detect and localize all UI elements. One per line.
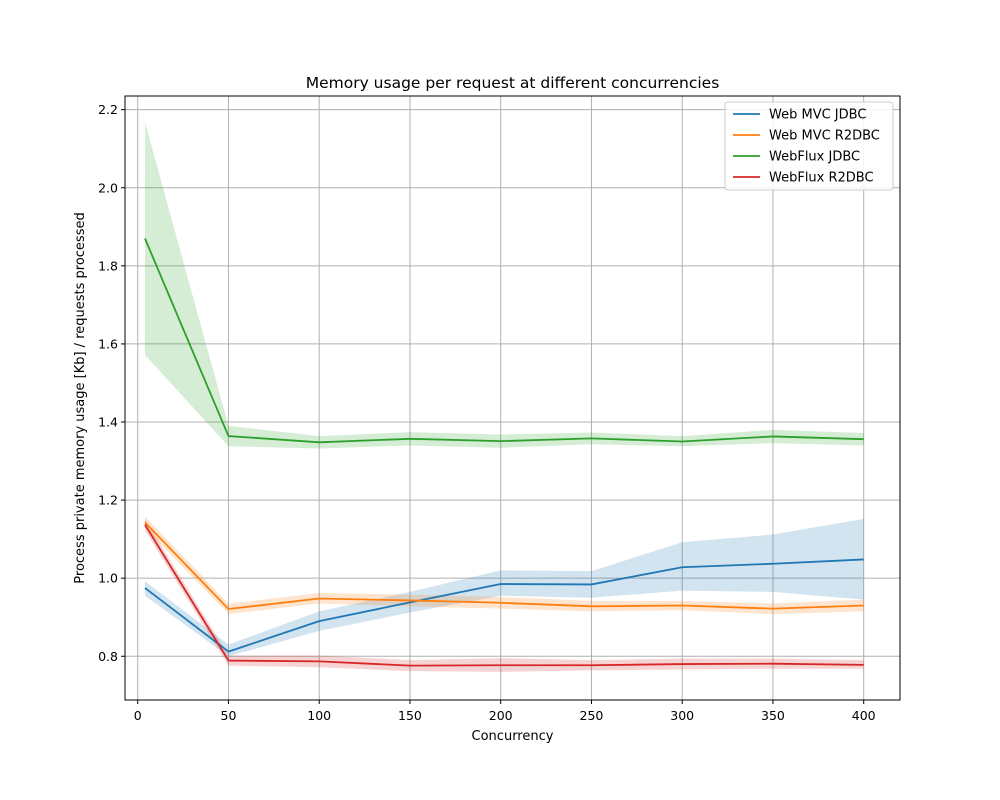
y-tick-label: 1.2 (98, 493, 118, 508)
x-tick-label: 250 (580, 708, 604, 723)
y-tick-label: 2.0 (98, 180, 118, 195)
legend-label-webflux-jdbc: WebFlux JDBC (769, 150, 860, 165)
x-tick-label: 0 (134, 708, 142, 723)
series-lines (144, 238, 864, 667)
legend-label-web-mvc-r2dbc: Web MVC R2DBC (769, 129, 880, 144)
legend: Web MVC JDBC Web MVC R2DBC WebFlux JDBC Web… (724, 101, 894, 191)
line-webflux-r2dbc (144, 524, 864, 667)
band-webflux-jdbc (144, 122, 864, 449)
x-tick-label: 200 (489, 708, 513, 723)
x-tick-label: 400 (852, 708, 876, 723)
confidence-bands (144, 122, 864, 672)
y-axis-label: Process private memory usage [Kb] / requ… (73, 212, 88, 583)
y-tick-label: 1.4 (98, 415, 118, 430)
y-tick-label: 2.2 (98, 102, 118, 117)
chart-title: Memory usage per request at different co… (306, 74, 720, 92)
line-web-mvc-jdbc (144, 558, 864, 653)
line-web-mvc-r2dbc (144, 521, 864, 610)
x-tick-label: 350 (761, 708, 785, 723)
x-axis-label: Concurrency (472, 729, 554, 744)
axis-ticks: 0 50 100 150 200 250 300 350 400 0.8 1.0 1.2 1.4 1.6 1… (98, 102, 876, 723)
y-tick-label: 0.8 (98, 649, 118, 664)
x-tick-label: 100 (307, 708, 331, 723)
line-webflux-jdbc (144, 238, 864, 444)
y-tick-label: 1.0 (98, 571, 118, 586)
x-tick-label: 150 (398, 708, 422, 723)
grid (125, 96, 900, 700)
legend-frame (724, 101, 894, 191)
legend-label-web-mvc-jdbc: Web MVC JDBC (769, 108, 866, 123)
plot-area-frame (124, 95, 901, 701)
x-tick-label: 300 (670, 708, 694, 723)
band-web-mvc-r2dbc (144, 516, 864, 615)
legend-label-webflux-r2dbc: WebFlux R2DBC (769, 171, 874, 186)
y-tick-label: 1.6 (98, 336, 118, 351)
y-tick-label: 1.8 (98, 258, 118, 273)
x-tick-label: 50 (221, 708, 237, 723)
band-web-mvc-jdbc (144, 518, 864, 657)
